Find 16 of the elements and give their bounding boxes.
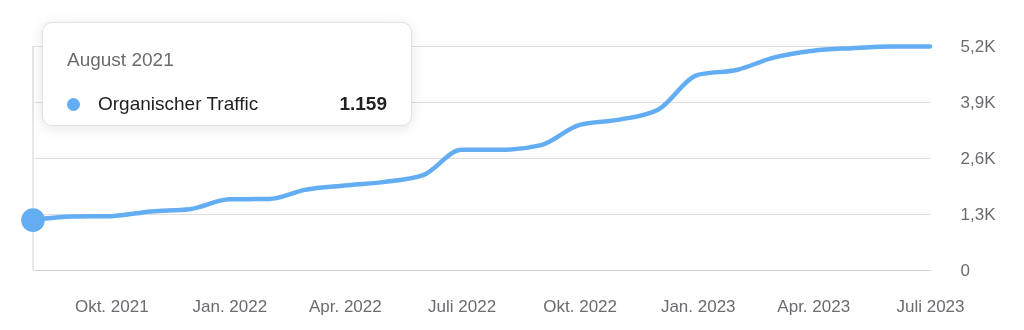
y-tick-label: 3,9K	[960, 92, 997, 112]
y-tick-label: 0	[960, 260, 970, 280]
x-tick-label: Apr. 2023	[777, 296, 851, 316]
y-tick-label: 2,6K	[960, 148, 997, 168]
x-tick-label: Jan. 2023	[660, 296, 736, 316]
annotation: 1.159	[339, 93, 387, 115]
x-tick-label: Juli 2023	[896, 296, 965, 316]
x-tick-label: Juli 2022	[428, 296, 497, 316]
x-tick-label: Jan. 2022	[192, 296, 268, 316]
legend-label: Organischer Traffic	[98, 93, 259, 115]
y-tick-label: 5,2K	[960, 36, 997, 56]
x-tick-label: Okt. 2022	[543, 296, 618, 316]
x-tick-label: Okt. 2021	[74, 296, 149, 316]
annotation: August 2021	[67, 49, 174, 71]
x-tick-label: Apr. 2022	[308, 296, 382, 316]
y-tick-label: 1,3K	[960, 204, 997, 224]
